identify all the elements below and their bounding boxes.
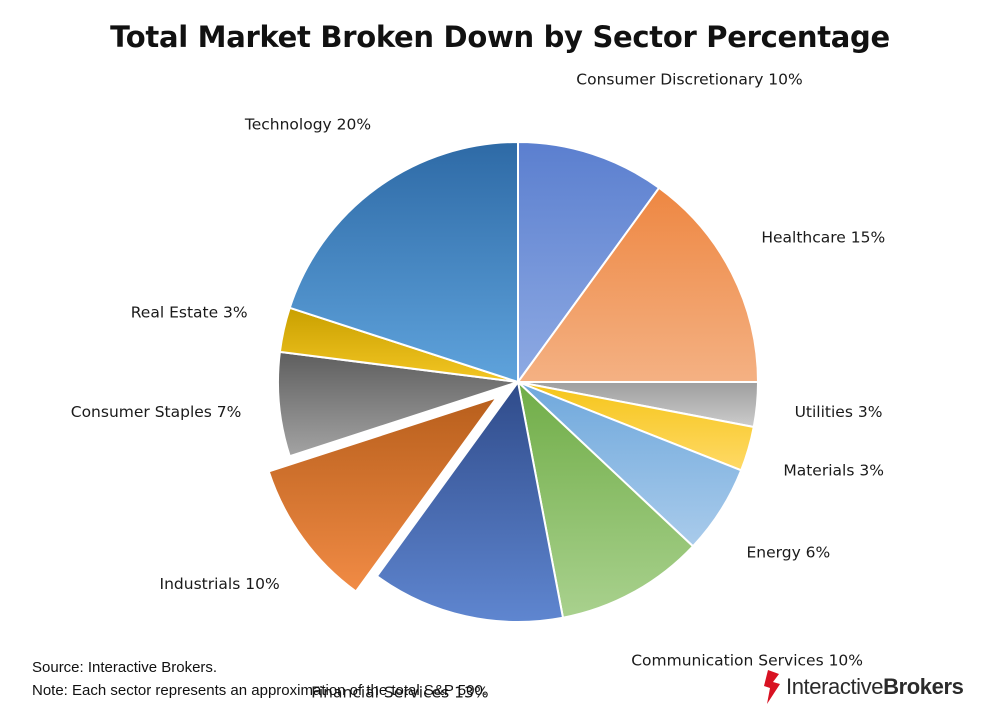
label-real-estate: Real Estate 3% xyxy=(131,304,248,322)
interactive-brokers-logo-icon xyxy=(764,670,780,704)
brand-name-part2: Brokers xyxy=(883,674,964,699)
interactive-brokers-logo: InteractiveBrokers xyxy=(764,670,964,704)
chart-title: Total Market Broken Down by Sector Perce… xyxy=(110,20,890,54)
slice-technology xyxy=(288,141,519,383)
label-energy: Energy 6% xyxy=(746,543,830,561)
slice-consumer-discretionary xyxy=(517,141,661,383)
label-consumer-discretionary: Consumer Discretionary 10% xyxy=(576,71,802,89)
label-technology: Technology 20% xyxy=(244,116,371,134)
brand-name-part1: Interactive xyxy=(786,674,884,699)
slice-communication-services xyxy=(517,381,694,619)
slice-healthcare xyxy=(517,186,759,383)
label-industrials: Industrials 10% xyxy=(160,575,280,593)
slice-consumer-staples xyxy=(277,350,519,458)
label-consumer-staples: Consumer Staples 7% xyxy=(71,403,242,421)
approximation-note: Note: Each sector represents an approxim… xyxy=(32,682,487,699)
slice-industrials xyxy=(267,396,498,593)
slice-financial-services xyxy=(375,381,564,623)
label-materials: Materials 3% xyxy=(783,462,884,480)
pie-labels: Consumer Discretionary 10% Healthcare 15%… xyxy=(71,71,885,702)
label-communication-services: Communication Services 10% xyxy=(631,652,863,670)
brand-name: InteractiveBrokers xyxy=(786,674,964,700)
label-financial-services: Financial Services 13% xyxy=(311,683,489,701)
label-utilities: Utilities 3% xyxy=(795,403,883,421)
source-note: Source: Interactive Brokers. xyxy=(32,659,218,676)
pie-slices xyxy=(267,141,759,623)
label-healthcare: Healthcare 15% xyxy=(761,229,885,247)
